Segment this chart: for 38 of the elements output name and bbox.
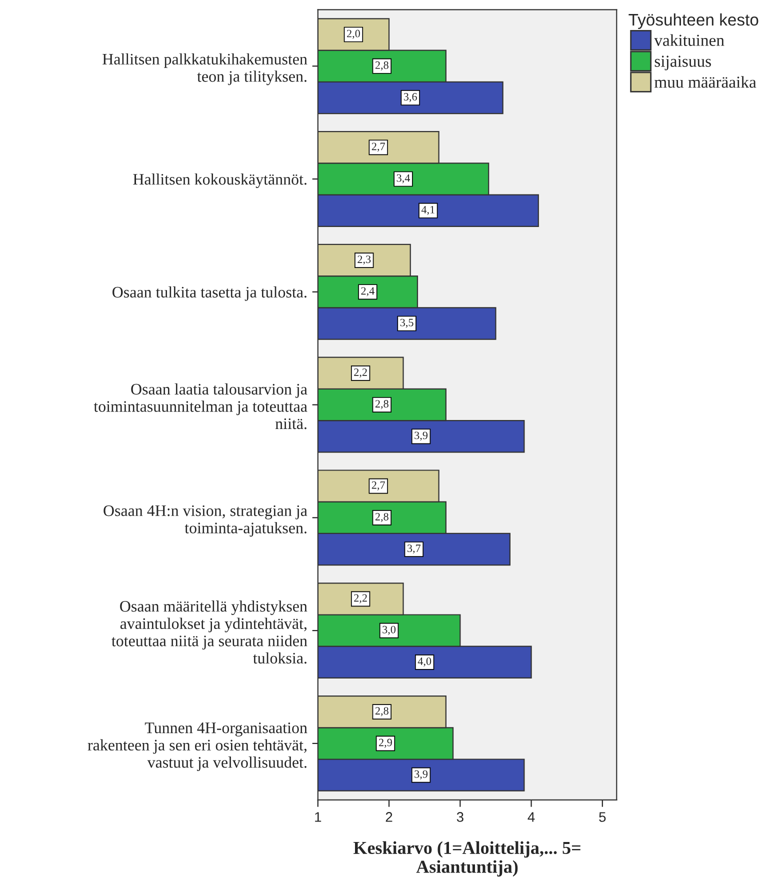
y-tick-label: Osaan laatia talousarvion ja toimintasuunnitelman ja toteuttaa niitä. — [94, 383, 308, 430]
x-tick-label: 4 — [528, 812, 535, 822]
data-label: 2,2 — [354, 594, 367, 604]
data-label: 2,8 — [375, 400, 388, 410]
legend-label: muu määräaika — [654, 76, 756, 88]
legend-label: vakituinen — [654, 34, 724, 46]
data-label: 2,0 — [347, 30, 360, 39]
x-tick-label: 1 — [315, 812, 322, 822]
data-label: 2,4 — [361, 287, 374, 296]
legend-label: sijaisuus — [654, 56, 711, 70]
y-tick-label: Hallitsen kokouskäytännöt. — [133, 173, 306, 188]
x-axis-title: Keskiarvo (1=Aloittelija,... 5= Asiantuntija) — [353, 841, 580, 877]
data-label: 2,8 — [375, 61, 388, 70]
data-label: 2,7 — [372, 142, 385, 152]
x-tick-label: 5 — [599, 812, 606, 822]
data-label: 2,7 — [372, 481, 385, 490]
y-tick-label: Tunnen 4H-organisaation rakenteen ja sen eri osien tehtävät, vastuut ja velvollisuudet. — [88, 722, 308, 772]
data-label: 4,1 — [421, 206, 434, 215]
data-label: 3,0 — [382, 626, 396, 635]
legend-title: Työsuhteen kesto — [628, 13, 758, 29]
data-label: 2,3 — [358, 256, 371, 265]
data-label: 3,7 — [408, 544, 421, 554]
data-label: 3,6 — [404, 93, 417, 102]
data-label: 3,9 — [414, 770, 428, 780]
data-label: 3,9 — [414, 432, 428, 441]
data-label: 2,8 — [375, 707, 388, 716]
y-tick-label: Osaan tulkita tasetta ja tulosta. — [112, 286, 306, 301]
data-label: 4,0 — [418, 657, 432, 667]
data-label: 2,9 — [379, 738, 392, 748]
data-label: 2,2 — [354, 368, 367, 378]
data-label: 3,5 — [400, 318, 414, 328]
data-label: 3,4 — [396, 174, 410, 184]
x-tick-label: 3 — [456, 812, 464, 822]
x-tick-label: 2 — [386, 812, 392, 822]
y-tick-label: Osaan määritellä yhdistyksen avaintulokset ja ydintehtävät, toteuttaa niitä ja seurata niiden tuloksia. — [112, 600, 308, 664]
data-label: 2,8 — [375, 512, 388, 522]
y-tick-label: Osaan 4H:n vision, strategian ja toiminta-ajatuksen. — [104, 505, 308, 537]
y-tick-label: Hallitsen palkkatukihakemusten teon ja tilityksen. — [102, 53, 308, 86]
